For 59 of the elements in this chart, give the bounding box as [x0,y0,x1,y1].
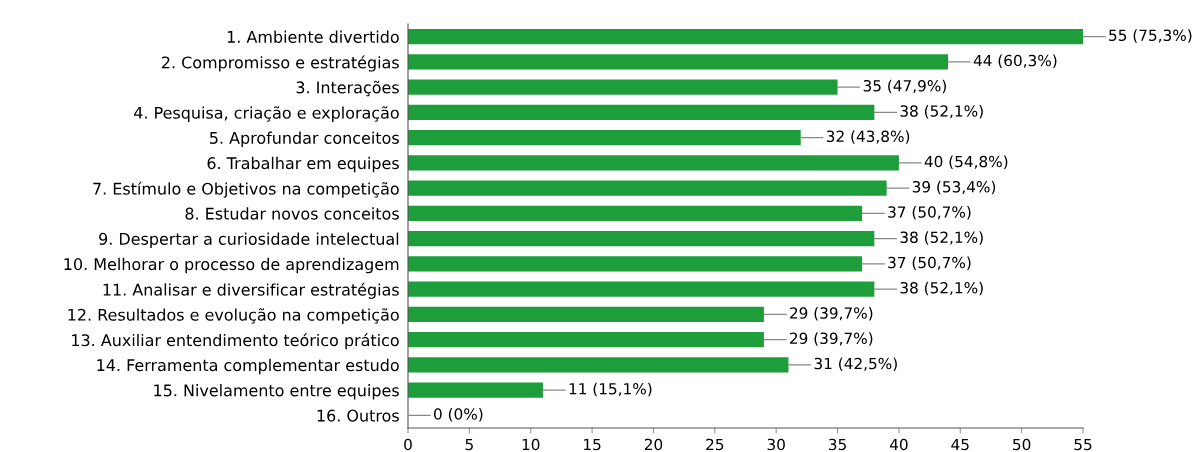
bar [408,180,887,196]
bar [408,29,1083,45]
data-label: 35 (47,9%) [863,79,946,94]
bar [408,281,875,297]
data-label: 38 (52,1%) [900,105,983,119]
bar [408,306,764,322]
x-tick-label: 15 [584,438,601,451]
x-tick-label: 5 [465,438,473,451]
data-label: 38 (52,1%) [900,281,983,296]
x-tick-label: 10 [522,438,540,451]
bar [408,54,948,70]
x-tick-label: 25 [706,438,724,451]
x-tick-label: 50 [1013,438,1031,451]
bar [408,155,899,171]
y-tick-label: 10. Melhorar o processo de aprendizagem [64,257,399,274]
x-tick-label: 35 [828,438,846,451]
y-tick-label: 15. Nivelamento entre equipes [154,384,399,400]
y-tick-label: 13. Auxiliar entendimento teórico prático [72,333,399,350]
x-tick-label: 0 [404,438,412,451]
data-label: 39 (53,4%) [912,180,996,195]
y-tick-label: 6. Trabalhar em equipes [207,156,399,173]
y-tick-label: 3. Interações [296,80,399,97]
data-label: 55 (75,3%) [1109,29,1192,43]
y-tick-label: 7. Estímulo e Objetivos na competição [93,181,399,198]
data-label: 31 (42,5%) [814,357,897,372]
data-label: 11 (15,1%) [569,382,652,397]
y-tick-label: 4. Pesquisa, criação e exploração [134,106,399,122]
bar [408,79,838,95]
data-label: 0 (0%) [434,408,483,422]
data-label: 32 (43,8%) [826,130,910,144]
y-tick-label: 5. Aprofundar conceitos [210,131,399,148]
bar [408,130,801,146]
y-tick-label: 8. Estudar novos conceitos [185,207,399,220]
bar [408,382,543,398]
data-label: 40 (54,8%) [924,155,1008,170]
data-label: 38 (52,1%) [900,231,983,245]
y-tick-label: 12. Resultados e evolução na competição [68,308,399,324]
data-label: 29 (39,7%) [790,307,873,321]
y-tick-label: 2. Compromisso e estratégias [161,55,399,72]
bar [408,357,789,373]
y-tick-label: 9. Despertar a curiosidade intelectual [99,232,399,249]
y-tick-label: 14. Ferramenta complementar estudo [97,358,399,375]
y-tick-label: 16. Outros [317,409,399,422]
data-label: 44 (60,3%) [973,54,1057,69]
x-tick-label: 45 [951,438,969,451]
y-tick-label: 1. Ambiente divertido [227,30,399,43]
data-label: 29 (39,7%) [790,332,873,346]
data-label: 37 (50,7%) [888,206,971,220]
y-tick-label: 11. Analisar e diversificar estratégias [103,282,399,299]
data-label: 37 (50,7%) [888,256,971,271]
bar [408,104,875,120]
x-tick-label: 20 [644,438,663,451]
bar [408,332,764,348]
x-tick-label: 40 [889,438,908,451]
bar [408,205,863,221]
bar [408,231,875,247]
x-tick-label: 30 [767,438,785,451]
x-tick-label: 55 [1074,438,1092,451]
bar [408,256,863,272]
